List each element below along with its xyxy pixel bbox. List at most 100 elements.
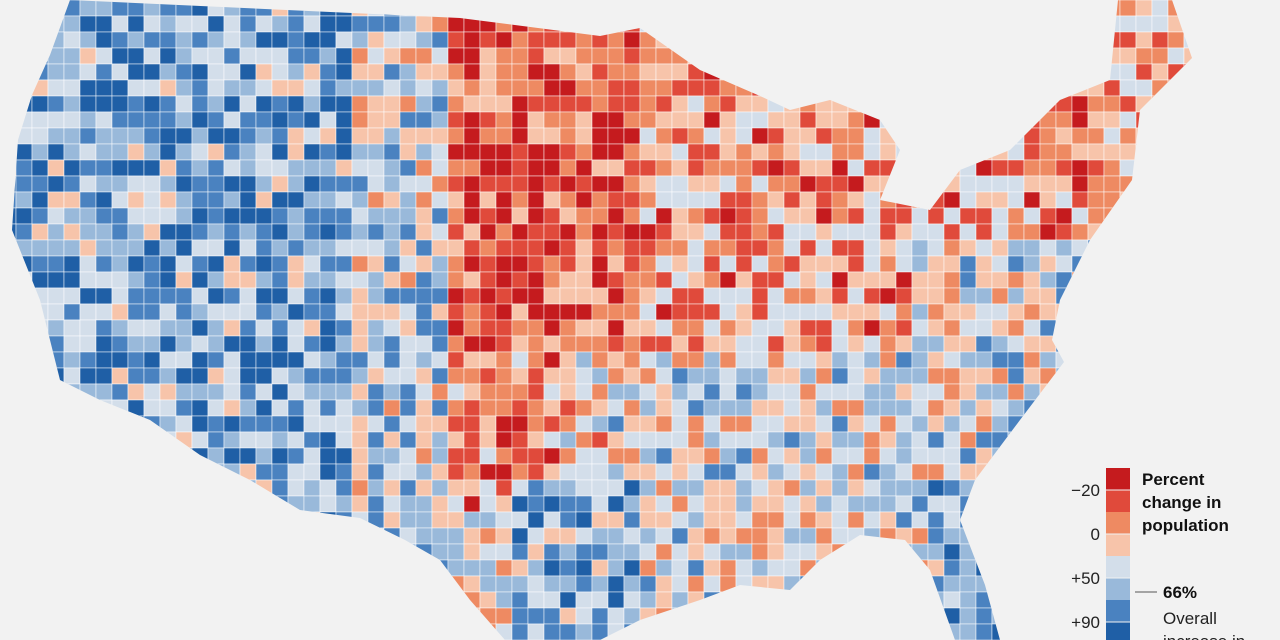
county <box>1103 303 1121 321</box>
county <box>367 511 385 529</box>
county <box>1023 431 1041 449</box>
county <box>175 15 193 33</box>
county <box>1071 255 1089 273</box>
county <box>575 463 593 481</box>
county <box>463 495 481 513</box>
county <box>287 159 305 177</box>
county <box>607 399 625 417</box>
county <box>783 559 801 577</box>
county <box>591 159 609 177</box>
county <box>511 335 529 353</box>
marker-text: increase in <box>1163 632 1245 640</box>
county <box>479 79 497 97</box>
county <box>623 303 641 321</box>
county <box>847 223 865 241</box>
county <box>799 335 817 353</box>
county <box>447 271 465 289</box>
county <box>431 335 449 353</box>
county <box>687 415 705 433</box>
county <box>799 575 817 593</box>
county <box>527 367 545 385</box>
county <box>1151 287 1169 305</box>
county <box>383 623 401 640</box>
county <box>703 47 721 65</box>
county <box>223 0 241 17</box>
county <box>687 607 705 625</box>
county <box>687 175 705 193</box>
county <box>463 479 481 497</box>
county <box>79 527 97 545</box>
county <box>991 303 1009 321</box>
county <box>735 47 753 65</box>
county <box>447 95 465 113</box>
county <box>911 127 929 145</box>
county <box>1023 95 1041 113</box>
county <box>143 239 161 257</box>
county <box>879 463 897 481</box>
county <box>447 335 465 353</box>
county <box>271 127 289 145</box>
county <box>207 479 225 497</box>
county <box>383 511 401 529</box>
county <box>47 623 65 640</box>
county <box>895 15 913 33</box>
county <box>1007 383 1025 401</box>
county <box>495 303 513 321</box>
county <box>1103 143 1121 161</box>
county <box>799 63 817 81</box>
county <box>335 607 353 625</box>
county <box>1167 47 1185 65</box>
county <box>127 143 145 161</box>
county <box>15 527 33 545</box>
county <box>879 607 897 625</box>
county <box>575 159 593 177</box>
county <box>1055 335 1073 353</box>
county <box>1023 463 1041 481</box>
county <box>831 607 849 625</box>
county <box>735 607 753 625</box>
county <box>271 335 289 353</box>
county <box>143 575 161 593</box>
county <box>783 383 801 401</box>
county <box>63 31 81 49</box>
county <box>783 575 801 593</box>
county <box>879 207 897 225</box>
county <box>431 0 449 17</box>
county <box>159 239 177 257</box>
county <box>511 159 529 177</box>
county <box>719 47 737 65</box>
county <box>655 495 673 513</box>
county <box>351 479 369 497</box>
county <box>543 47 561 65</box>
county <box>719 431 737 449</box>
county <box>63 591 81 609</box>
county <box>975 79 993 97</box>
county <box>415 207 433 225</box>
county <box>1183 207 1192 225</box>
county <box>1055 111 1073 129</box>
county <box>895 191 913 209</box>
county <box>479 111 497 129</box>
county <box>927 79 945 97</box>
county <box>655 287 673 305</box>
county <box>351 127 369 145</box>
county <box>783 415 801 433</box>
county <box>511 303 529 321</box>
county <box>655 271 673 289</box>
county <box>367 319 385 337</box>
county <box>447 79 465 97</box>
county <box>175 335 193 353</box>
county <box>95 0 113 17</box>
county <box>271 239 289 257</box>
county <box>271 383 289 401</box>
county <box>31 111 49 129</box>
county <box>927 15 945 33</box>
county <box>79 271 97 289</box>
county <box>511 623 529 640</box>
county <box>863 367 881 385</box>
county <box>1167 223 1185 241</box>
county <box>479 127 497 145</box>
county <box>831 111 849 129</box>
county <box>559 15 577 33</box>
county <box>431 623 449 640</box>
